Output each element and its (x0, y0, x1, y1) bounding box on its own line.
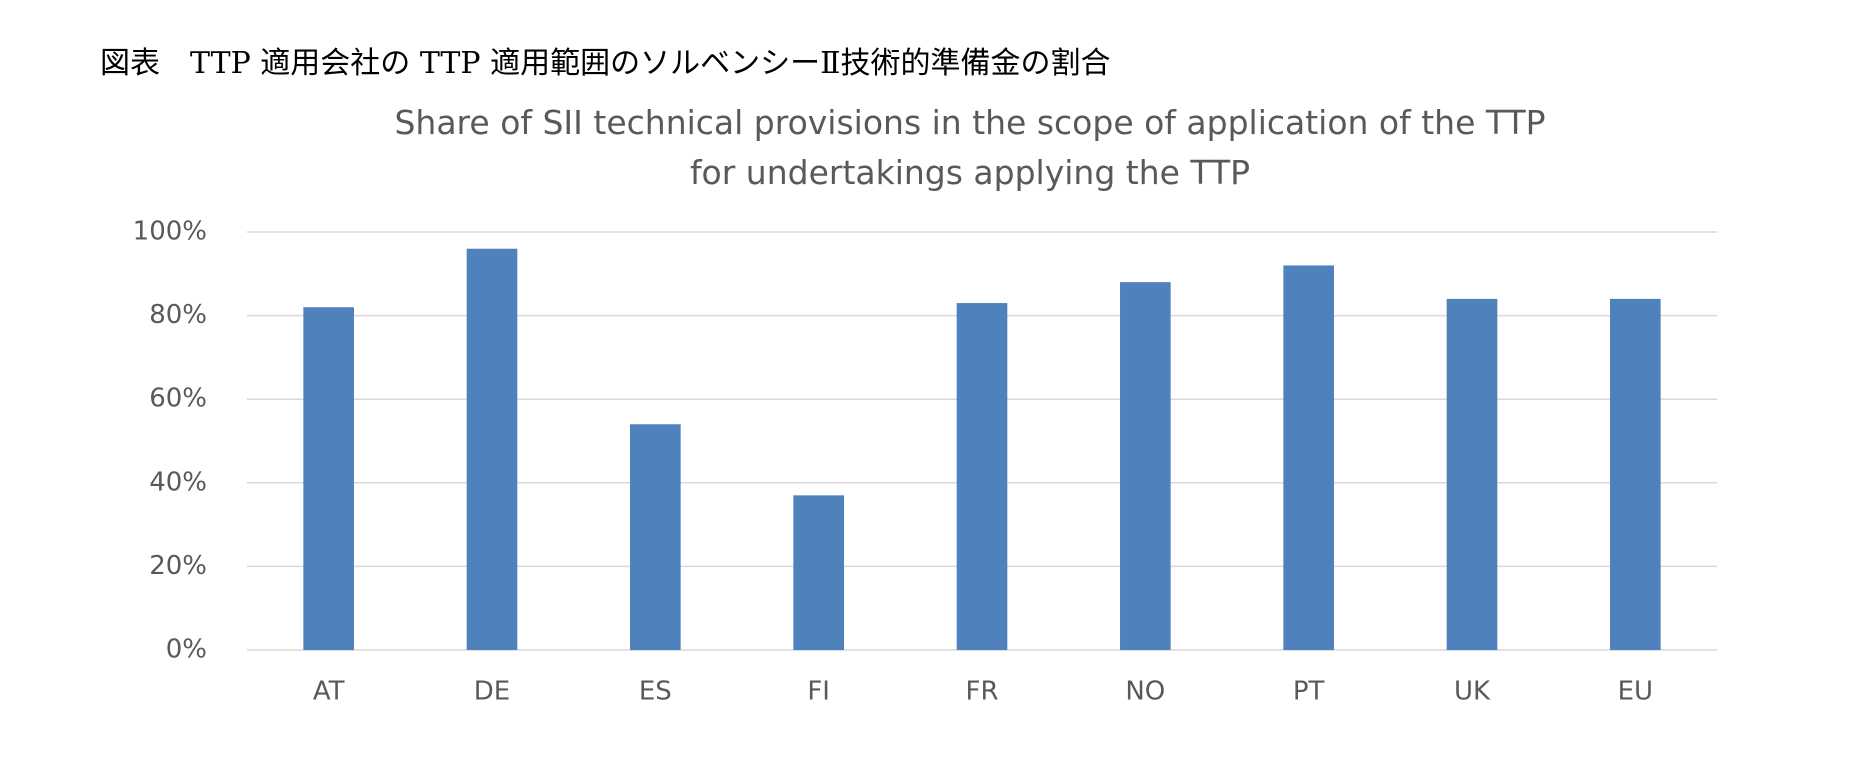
x-tick-label: NO (1125, 677, 1165, 707)
bar (630, 424, 681, 650)
y-tick-label: 80% (149, 300, 207, 330)
page-title: 図表 TTP 適用会社の TTP 適用範囲のソルベンシーⅡ技術的準備金の割合 (100, 46, 1111, 81)
x-tick-label: ES (639, 677, 672, 707)
bar (956, 303, 1008, 650)
x-tick-label: DE (474, 677, 510, 707)
x-tick-label: UK (1454, 677, 1491, 707)
bar (793, 495, 844, 650)
bar (1120, 282, 1171, 650)
x-tick-label: FR (965, 677, 998, 707)
y-tick-label: 20% (149, 551, 207, 581)
bar (466, 248, 518, 650)
x-tick-label: AT (313, 677, 345, 707)
bar (1283, 265, 1334, 650)
x-tick-label: FI (807, 677, 830, 707)
x-tick-label: PT (1293, 677, 1325, 707)
bar (303, 307, 354, 650)
y-tick-label: 40% (149, 467, 207, 497)
x-tick-label: EU (1618, 677, 1653, 707)
bar (1446, 298, 1498, 650)
y-tick-label: 60% (149, 384, 207, 414)
chart-title: Share of SII technical provisions in the… (394, 103, 1546, 192)
y-tick-label: 100% (133, 217, 207, 247)
bar (1610, 298, 1661, 650)
y-tick-label: 0% (166, 635, 207, 665)
